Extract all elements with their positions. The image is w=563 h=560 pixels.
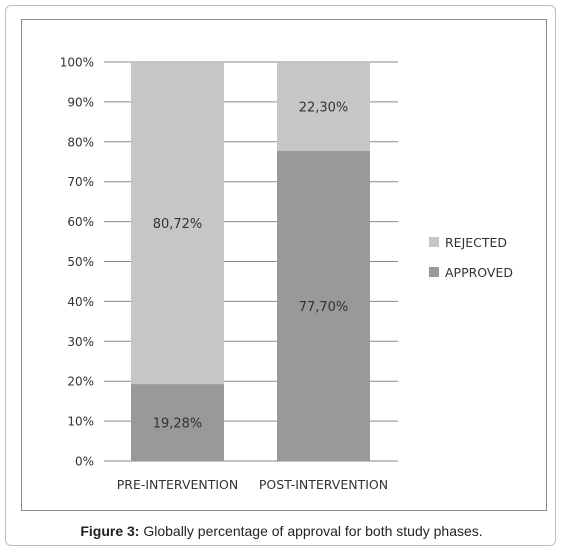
- x-category-label: PRE-INTERVENTION: [117, 477, 239, 492]
- bar-segment: [277, 150, 370, 462]
- bar-segment: [131, 384, 224, 461]
- caption-label: Figure 3:: [80, 523, 140, 539]
- y-tick-label: 70%: [67, 175, 94, 189]
- y-axis-ticks: 0% 10% 20% 30% 40% 50% 60% 70% 80% 90% 100%: [60, 56, 94, 469]
- y-tick-label: 90%: [67, 95, 94, 109]
- data-label: 80,72%: [153, 217, 203, 232]
- caption-text: Globally percentage of approval for both…: [139, 523, 483, 539]
- legend-swatch: [429, 267, 439, 277]
- y-tick-label: 50%: [67, 255, 94, 269]
- legend-swatch: [429, 237, 439, 247]
- legend-label: REJECTED: [445, 235, 507, 250]
- y-tick-label: 30%: [67, 335, 94, 349]
- y-tick-label: 0%: [75, 455, 94, 469]
- data-label: 77,70%: [299, 300, 349, 315]
- bar-segment: [131, 62, 224, 385]
- x-category-label: POST-INTERVENTION: [259, 477, 388, 492]
- x-axis-categories: PRE-INTERVENTION POST-INTERVENTION: [117, 477, 388, 492]
- bars: 19,28% 80,72% 77,70% 22,30%: [131, 62, 370, 462]
- legend-label: APPROVED: [445, 265, 513, 280]
- figure-caption: Figure 3: Globally percentage of approva…: [0, 523, 563, 539]
- data-label: 22,30%: [299, 100, 349, 115]
- bar-segment: [277, 62, 370, 151]
- y-tick-label: 10%: [67, 415, 94, 429]
- legend: REJECTED APPROVED: [429, 235, 513, 280]
- y-tick-label: 60%: [67, 215, 94, 229]
- y-tick-label: 40%: [67, 295, 94, 309]
- y-tick-label: 100%: [60, 56, 94, 70]
- stacked-bar-chart: 19,28% 80,72% 77,70% 22,30% 0% 10% 20% 30% 40% 5…: [60, 56, 513, 493]
- y-tick-label: 80%: [67, 135, 94, 149]
- data-label: 19,28%: [153, 417, 203, 432]
- y-tick-label: 20%: [67, 375, 94, 389]
